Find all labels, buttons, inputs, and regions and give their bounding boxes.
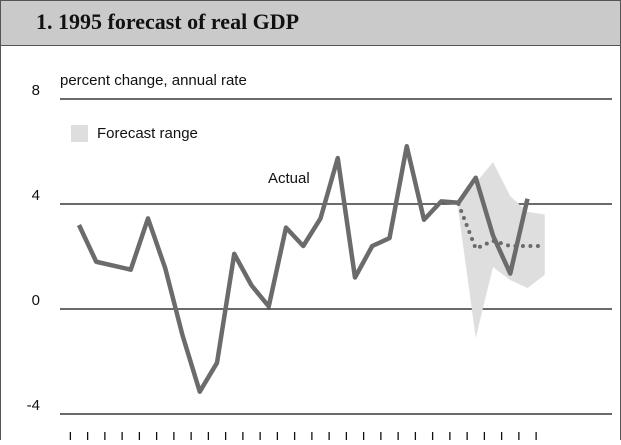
y-tick-label: 8 [32,82,40,99]
legend-swatch [71,125,88,142]
forecast-line [456,202,547,251]
legend-label: Forecast range [97,125,198,142]
plot: 8 4 0 -4 Forecast range Actual [27,82,612,440]
series-label: Actual [268,170,310,187]
y-tick-label: 4 [32,187,40,204]
y-axis-label: percent change, annual rate [60,72,247,89]
actual-line [76,144,530,394]
y-tick-label: -4 [27,397,40,414]
header [0,0,621,46]
chart-title: 1. 1995 forecast of real GDP [36,9,299,34]
y-tick-label: 0 [32,292,40,309]
